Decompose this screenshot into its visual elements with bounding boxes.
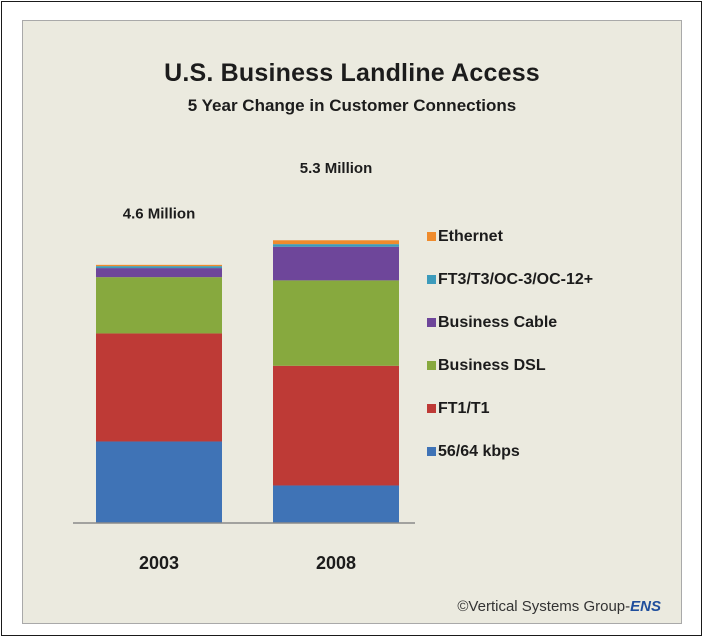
chart-title: U.S. Business Landline Access <box>164 59 540 87</box>
legend-label: Business DSL <box>438 357 546 374</box>
bar-segment-2003-ft3-t3-oc-3-oc-12- <box>96 266 222 269</box>
legend-label: FT1/T1 <box>438 400 490 417</box>
legend-swatch <box>427 361 436 370</box>
legend-label: Ethernet <box>438 228 504 245</box>
source-credit: ©Vertical Systems Group-ENS <box>457 598 661 615</box>
legend-item-business-cable: Business Cable <box>427 314 557 331</box>
legend: Ethernet FT3/T3/OC-3/OC-12+ Business Cable… <box>427 228 593 460</box>
category-label-2003: 2003 <box>139 553 179 573</box>
total-label-2008: 5.3 Million <box>300 160 373 177</box>
category-label-2008: 2008 <box>316 553 356 573</box>
bar-segment-2008-business-dsl <box>273 280 399 366</box>
legend-item-ft3-t3-oc-3-oc-12-: FT3/T3/OC-3/OC-12+ <box>427 271 593 288</box>
legend-label: FT3/T3/OC-3/OC-12+ <box>438 271 593 288</box>
legend-item-56-64-kbps: 56/64 kbps <box>427 443 520 460</box>
legend-swatch <box>427 318 436 327</box>
credit-brand: ENS <box>630 598 661 615</box>
bar-segment-2003-business-cable <box>96 268 222 278</box>
bar-segment-2003-56-64-kbps <box>96 441 222 523</box>
legend-item-ethernet: Ethernet <box>427 228 504 245</box>
bar-segment-2008-ethernet <box>273 240 399 245</box>
legend-item-business-dsl: Business DSL <box>427 357 546 374</box>
bar-segment-2008-business-cable <box>273 246 399 281</box>
bar-segment-2008-ft1-t1 <box>273 365 399 486</box>
legend-swatch <box>427 404 436 413</box>
legend-swatch <box>427 447 436 456</box>
credit-prefix: ©Vertical Systems Group- <box>457 598 631 615</box>
stacked-bar-chart: 4.6 Million 2003 5.3 Million 2008 Ethernet F… <box>73 160 593 573</box>
bar-segment-2008-ft3-t3-oc-3-oc-12- <box>273 244 399 247</box>
legend-label: Business Cable <box>438 314 557 331</box>
legend-swatch <box>427 232 436 241</box>
chart-subtitle: 5 Year Change in Customer Connections <box>187 96 517 115</box>
bar-segment-2008-56-64-kbps <box>273 485 399 523</box>
labels-layer: 4.6 Million 2003 5.3 Million 2008 <box>123 160 373 573</box>
legend-label: 56/64 kbps <box>438 443 520 460</box>
bar-segment-2003-business-dsl <box>96 277 222 334</box>
legend-swatch <box>427 275 436 284</box>
chart-panel: U.S. Business Landline Access 5 Year Cha… <box>22 20 682 624</box>
bars-layer <box>96 240 399 523</box>
bar-segment-2003-ft1-t1 <box>96 333 222 442</box>
bar-segment-2003-ethernet <box>96 264 222 267</box>
total-label-2003: 4.6 Million <box>123 205 196 222</box>
legend-item-ft1-t1: FT1/T1 <box>427 400 490 417</box>
